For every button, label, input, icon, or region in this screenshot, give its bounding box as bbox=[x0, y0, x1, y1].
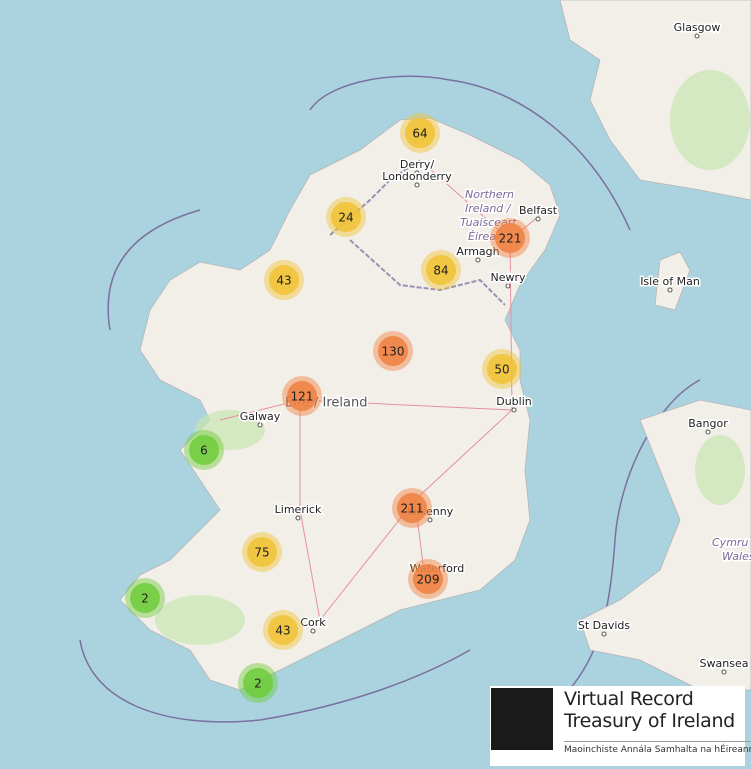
place-label: Londonderry bbox=[382, 170, 452, 183]
place-dot bbox=[505, 283, 511, 289]
place-dot bbox=[721, 669, 727, 675]
cluster-marker[interactable] bbox=[247, 537, 277, 567]
region-label: Northern bbox=[465, 188, 514, 201]
place-label: Bangor bbox=[688, 417, 728, 430]
cluster-count: 24 bbox=[338, 211, 353, 225]
cluster-marker[interactable] bbox=[268, 615, 298, 645]
place-label: Belfast bbox=[519, 204, 558, 217]
place-dot bbox=[705, 429, 711, 435]
cluster-marker[interactable] bbox=[397, 493, 427, 523]
place-label: Cork bbox=[300, 616, 326, 629]
place-label: Armagh bbox=[456, 245, 499, 258]
cluster-count: 6 bbox=[200, 444, 208, 458]
cluster-count: 64 bbox=[412, 127, 427, 141]
cluster-marker[interactable] bbox=[487, 354, 517, 384]
cluster-marker[interactable] bbox=[189, 435, 219, 465]
cluster-count: 221 bbox=[499, 232, 522, 246]
place-label: Limerick bbox=[275, 503, 322, 516]
cluster-marker[interactable] bbox=[405, 118, 435, 148]
place-dot bbox=[601, 631, 607, 637]
place-label: Newry bbox=[490, 271, 526, 284]
cluster-count: 43 bbox=[275, 624, 290, 638]
region-label: Wales bbox=[722, 550, 751, 563]
place-label: Swansea bbox=[700, 657, 749, 670]
cluster-count: 43 bbox=[276, 274, 291, 288]
place-dot bbox=[257, 422, 263, 428]
green-area bbox=[155, 70, 750, 645]
place-dot bbox=[414, 182, 420, 188]
place-label: Galway bbox=[240, 410, 281, 423]
place-label: Glasgow bbox=[674, 21, 721, 34]
border bbox=[329, 159, 506, 306]
place-label: Derry/ bbox=[400, 158, 435, 171]
cluster-marker[interactable] bbox=[331, 202, 361, 232]
place-dot bbox=[535, 216, 541, 222]
cluster-marker[interactable] bbox=[130, 583, 160, 613]
logo: Virtual Record Treasury of Ireland Maoin… bbox=[490, 686, 751, 766]
cluster-marker[interactable] bbox=[269, 265, 299, 295]
place-dot bbox=[310, 628, 316, 634]
cluster-count: 2 bbox=[141, 592, 149, 606]
cluster-count: 211 bbox=[401, 502, 424, 516]
cluster-marker[interactable] bbox=[243, 668, 273, 698]
cluster-count: 84 bbox=[433, 264, 448, 278]
logo-line1: Virtual Record bbox=[564, 688, 694, 710]
cluster-count: 121 bbox=[291, 390, 314, 404]
logo-tagline: Maoinchiste Annála Samhalta na hÉireann bbox=[564, 741, 751, 755]
cluster-marker[interactable] bbox=[495, 223, 525, 253]
cluster-marker[interactable] bbox=[378, 336, 408, 366]
cluster-marker[interactable] bbox=[413, 564, 443, 594]
cluster-marker[interactable] bbox=[426, 255, 456, 285]
place-dot bbox=[295, 515, 301, 521]
maritime-boundary bbox=[79, 75, 701, 723]
cluster-count: 75 bbox=[254, 546, 269, 560]
place-dot bbox=[694, 33, 700, 39]
place-label: Isle of Man bbox=[640, 275, 700, 288]
cluster-count: 130 bbox=[382, 345, 405, 359]
place-dot bbox=[667, 287, 673, 293]
logo-line2: Treasury of Ireland bbox=[564, 710, 735, 732]
place-label: St Davids bbox=[578, 619, 631, 632]
place-dot bbox=[427, 517, 433, 523]
place-dot bbox=[475, 257, 481, 263]
logo-mark bbox=[491, 688, 553, 750]
cluster-count: 209 bbox=[417, 573, 440, 587]
cluster-count: 50 bbox=[494, 363, 509, 377]
region-label: Cymru bbox=[712, 536, 748, 549]
cluster-count: 2 bbox=[254, 677, 262, 691]
place-dot bbox=[414, 170, 420, 176]
place-label: Dublin bbox=[496, 395, 532, 408]
place-dot bbox=[511, 407, 517, 413]
cluster-marker[interactable] bbox=[287, 381, 317, 411]
region-label: Ireland / bbox=[465, 202, 512, 215]
